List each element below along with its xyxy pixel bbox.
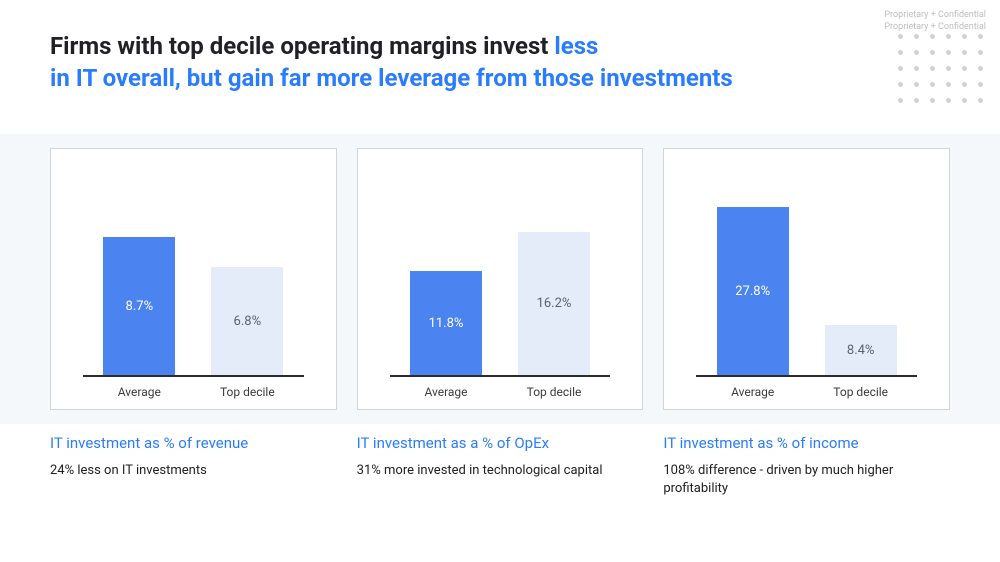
chart-caption-1: IT investment as a % of OpEx 31% more inv… — [357, 434, 644, 497]
chart-card-1: 11.8% 16.2% Average Top decile — [357, 148, 644, 410]
bar-rect: 16.2% — [518, 232, 590, 375]
caption-subtitle: 31% more invested in technological capit… — [357, 462, 640, 480]
decorative-dot-grid — [898, 34, 986, 106]
bar-0: 11.8% — [410, 271, 482, 375]
watermark-line-2: Proprietary + Confidential — [884, 22, 986, 34]
bar-chart: 11.8% 16.2% — [390, 167, 611, 377]
chart-caption-0: IT investment as % of revenue 24% less on… — [50, 434, 337, 497]
x-axis-labels: Average Top decile — [390, 385, 611, 399]
bar-rect: 6.8% — [211, 267, 283, 375]
bar-rect: 8.4% — [825, 325, 897, 375]
bar-value-label: 11.8% — [429, 316, 464, 331]
bar-value-label: 8.7% — [126, 299, 154, 314]
charts-row: 8.7% 6.8% Average Top decile 11.8% 16.2% Avera… — [50, 148, 950, 410]
captions-row: IT investment as % of revenue 24% less on… — [50, 434, 950, 497]
chart-card-0: 8.7% 6.8% Average Top decile — [50, 148, 337, 410]
caption-subtitle: 24% less on IT investments — [50, 462, 333, 480]
watermark: Proprietary + Confidential Proprietary +… — [884, 10, 986, 33]
bar-0: 8.7% — [103, 237, 175, 375]
caption-subtitle: 108% difference - driven by much higher … — [663, 462, 946, 497]
bar-1: 8.4% — [825, 325, 897, 375]
bar-0: 27.8% — [717, 207, 789, 375]
title-part-3: in IT overall, but gain far more leverag… — [50, 64, 733, 92]
title-part-2: less — [554, 32, 598, 60]
x-tick-label: Average — [103, 385, 175, 399]
bar-value-label: 27.8% — [735, 284, 770, 299]
bar-chart: 27.8% 8.4% — [696, 167, 917, 377]
bar-chart: 8.7% 6.8% — [83, 167, 304, 377]
title-part-1: Firms with top decile operating margins … — [50, 32, 554, 60]
bar-value-label: 6.8% — [234, 314, 262, 329]
bar-1: 6.8% — [211, 267, 283, 375]
x-tick-label: Average — [717, 385, 789, 399]
caption-title: IT investment as % of revenue — [50, 434, 333, 452]
chart-card-2: 27.8% 8.4% Average Top decile — [663, 148, 950, 410]
bar-1: 16.2% — [518, 232, 590, 375]
x-tick-label: Top decile — [518, 385, 590, 399]
bar-rect: 11.8% — [410, 271, 482, 375]
x-axis-labels: Average Top decile — [83, 385, 304, 399]
x-tick-label: Top decile — [211, 385, 283, 399]
chart-caption-2: IT investment as % of income 108% differe… — [663, 434, 950, 497]
caption-title: IT investment as % of income — [663, 434, 946, 452]
x-axis-labels: Average Top decile — [696, 385, 917, 399]
caption-title: IT investment as a % of OpEx — [357, 434, 640, 452]
bar-value-label: 16.2% — [537, 296, 572, 311]
page-title: Firms with top decile operating margins … — [50, 30, 870, 95]
bar-rect: 27.8% — [717, 207, 789, 375]
x-tick-label: Top decile — [825, 385, 897, 399]
watermark-line-1: Proprietary + Confidential — [884, 10, 986, 22]
x-tick-label: Average — [410, 385, 482, 399]
bar-value-label: 8.4% — [847, 343, 875, 358]
bar-rect: 8.7% — [103, 237, 175, 375]
